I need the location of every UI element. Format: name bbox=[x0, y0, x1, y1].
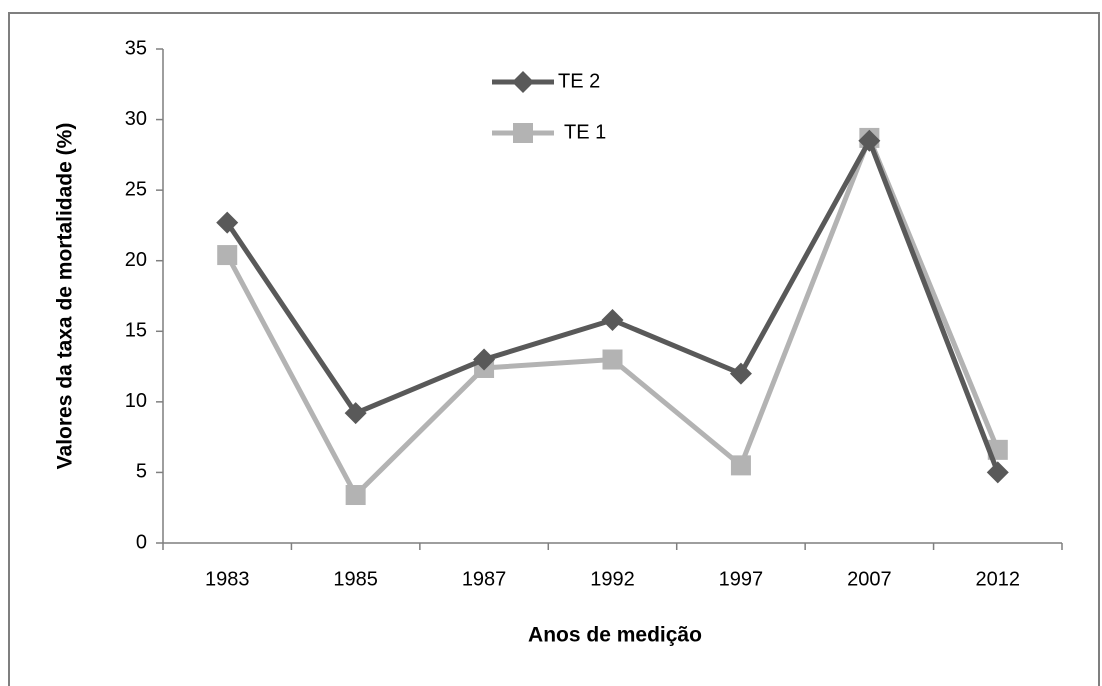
marker bbox=[473, 348, 496, 371]
marker bbox=[217, 245, 238, 266]
x-tick-label: 1992 bbox=[590, 568, 635, 590]
y-tick-label: 15 bbox=[125, 320, 147, 342]
y-tick-label: 5 bbox=[136, 461, 147, 483]
series-line bbox=[225, 134, 1001, 474]
marker bbox=[729, 362, 752, 385]
marker bbox=[858, 129, 881, 152]
y-tick-label: 35 bbox=[125, 37, 147, 59]
y-tick-label: 20 bbox=[125, 249, 147, 271]
x-tick-label: 1997 bbox=[719, 568, 764, 590]
marker bbox=[345, 485, 366, 506]
marker bbox=[344, 402, 367, 425]
x-tick-label: 2007 bbox=[847, 568, 892, 590]
x-axis-title: Anos de medição bbox=[528, 624, 702, 647]
x-tick-label: 1987 bbox=[462, 568, 507, 590]
frame bbox=[8, 12, 1100, 686]
marker bbox=[602, 349, 623, 370]
x-tick-label: 2012 bbox=[976, 568, 1021, 590]
y-tick-label: 10 bbox=[125, 390, 147, 412]
marker bbox=[513, 123, 533, 143]
legend-label: TE 1 bbox=[564, 121, 606, 143]
x-tick-label: 1985 bbox=[333, 568, 378, 590]
marker bbox=[216, 211, 239, 234]
y-tick-label: 30 bbox=[125, 108, 147, 130]
y-tick-label: 0 bbox=[136, 531, 147, 553]
x-tick-label: 1983 bbox=[205, 568, 250, 590]
marker bbox=[512, 71, 534, 93]
marker bbox=[730, 455, 751, 476]
marker bbox=[601, 308, 624, 331]
legend-label: TE 2 bbox=[558, 70, 600, 92]
y-tick-label: 25 bbox=[125, 178, 147, 200]
marker bbox=[986, 461, 1009, 484]
y-axis-title: Valores da taxa de mortalidade (%) bbox=[54, 123, 77, 470]
